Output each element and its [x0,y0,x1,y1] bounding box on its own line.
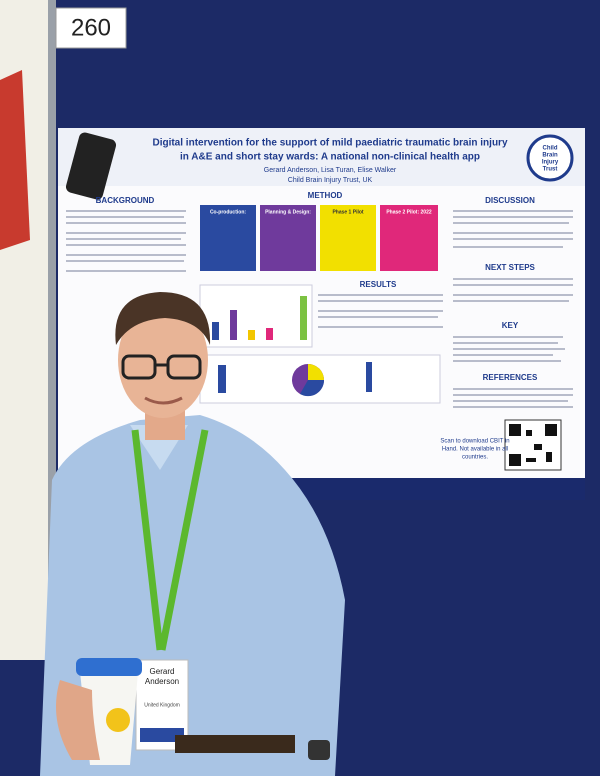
qr-caption: Scan to download CBIT in [440,439,509,445]
logo-text: Brain [542,153,558,159]
qr-caption: countries. [462,455,488,461]
section-heading: REFERENCES [483,373,538,382]
poster-pie [308,364,324,380]
badge-country: United Kingdom [144,702,180,708]
logo [526,134,574,182]
section-heading: BACKGROUND [96,196,155,205]
method-heading: Phase 1 Pilot [332,209,363,215]
logo-text: Child [543,146,558,152]
badge-name: Gerard [150,667,175,676]
glasses [121,354,202,380]
hand [56,680,100,760]
section-heading: DISCUSSION [485,196,535,205]
qr-caption: Hand. Not available in all [442,447,508,453]
poster-authors: Gerard Anderson, Lisa Turan, Elise Walke… [264,167,397,174]
phone-graphic [65,132,117,200]
method-box [200,205,256,271]
hair [115,292,211,345]
poster-affiliation: Child Brain Injury Trust, UK [288,177,373,184]
poster-pie [300,380,325,397]
badge-logo [140,728,184,742]
poster-title: Digital intervention for the support of … [152,138,507,149]
board-number: 260 [71,14,111,41]
face [118,302,208,418]
method-heading: Phase 2 Pilot: 2022 [386,209,432,215]
method-box [260,205,316,271]
neighbour-graphic [0,70,30,250]
method-box [320,205,376,271]
logo-text: Trust [543,167,558,173]
logo-text: Injury [542,160,559,166]
smile [144,396,183,405]
board-sign [55,7,127,49]
lanyard [131,429,209,651]
poster-bar [366,362,372,392]
cup-print [106,708,130,732]
body-text [66,210,573,408]
section-heading: RESULTS [360,280,397,289]
cup-lid [76,658,142,676]
poster-header [58,128,585,186]
section-heading: KEY [502,321,519,330]
belt [175,735,295,753]
poster-bar [218,365,226,393]
method-heading: Planning & Design: [265,209,311,215]
section-heading: METHOD [308,191,343,200]
poster-title: in A&E and short stay wards: A national … [180,152,480,163]
qr-pattern [509,424,557,466]
badge-name: Anderson [145,677,179,686]
poster-chart-bars [212,296,307,340]
method-box [380,205,438,271]
method-heading: Co-production: [210,209,246,215]
section-heading: NEXT STEPS [485,263,535,272]
watch [308,740,330,760]
frame-edge [48,0,56,776]
